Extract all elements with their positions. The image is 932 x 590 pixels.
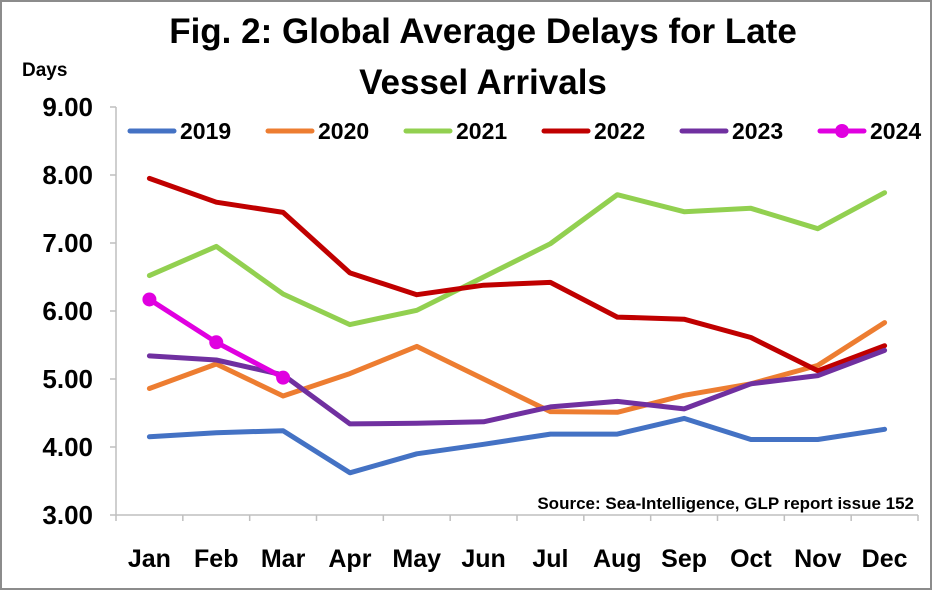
data-point-2024 — [276, 370, 291, 385]
y-tick-label: 9.00 — [42, 92, 93, 122]
legend-label-2023: 2023 — [732, 118, 783, 144]
y-tick-label: 4.00 — [42, 432, 93, 462]
y-tick-label: 8.00 — [42, 160, 93, 190]
series-line-2019 — [146, 415, 888, 476]
x-tick-label: Nov — [794, 545, 841, 573]
y-axis-label: Days — [22, 60, 67, 81]
x-tick-label: Jul — [532, 545, 568, 573]
y-tick-label: 3.00 — [42, 500, 93, 530]
y-tick-label: 7.00 — [42, 228, 93, 258]
legend-label-2021: 2021 — [456, 118, 507, 144]
legend-label-2024: 2024 — [870, 118, 921, 144]
series-line-2022 — [146, 175, 888, 374]
legend-label-2019: 2019 — [180, 118, 231, 144]
x-tick-label: Sep — [661, 545, 707, 573]
y-tick-label: 6.00 — [42, 296, 93, 326]
x-tick-label: Feb — [194, 545, 238, 573]
x-tick-label: Apr — [328, 545, 371, 573]
x-tick-label: May — [392, 545, 441, 573]
source-note: Source: Sea-Intelligence, GLP report iss… — [537, 494, 914, 513]
data-point-2024 — [209, 335, 224, 350]
series-line-2021 — [146, 190, 888, 328]
legend-label-2022: 2022 — [594, 118, 645, 144]
series-lines — [142, 175, 888, 476]
x-tick-label: Mar — [261, 545, 306, 573]
x-tick-label: Jun — [461, 545, 505, 573]
x-tick-label: Dec — [862, 545, 908, 573]
x-tick-label: Oct — [730, 545, 772, 573]
axes: 9.00 8.00 7.00 6.00 5.00 4.00 3.00 Jan Feb Mar Apr… — [42, 92, 919, 573]
legend: 2019 2020 2021 2022 2023 2024 — [127, 118, 921, 144]
x-tick-label: Jan — [128, 545, 171, 573]
x-tick-label: Aug — [593, 545, 642, 573]
data-point-2024 — [142, 292, 157, 307]
y-tick-label: 5.00 — [42, 364, 93, 394]
legend-label-2020: 2020 — [318, 118, 369, 144]
legend-marker-2024 — [835, 124, 849, 138]
chart-title-line-2: Vessel Arrivals — [359, 63, 607, 102]
chart-title-line-1: Fig. 2: Global Average Delays for Late — [169, 12, 797, 51]
